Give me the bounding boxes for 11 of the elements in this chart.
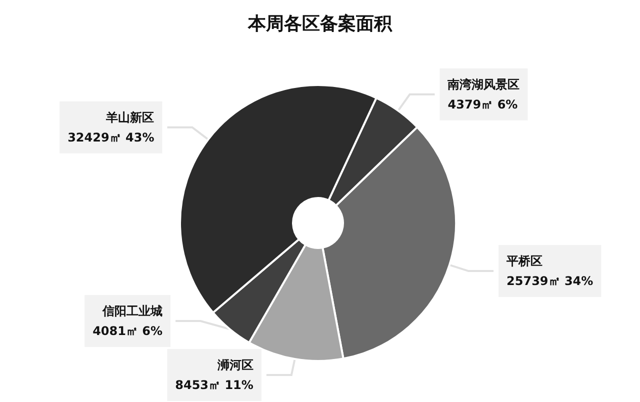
slice-label: 浉河区 bbox=[216, 358, 254, 372]
slice-label: 羊山新区 bbox=[105, 110, 154, 124]
data-label: 4379㎡ 6% bbox=[448, 97, 518, 112]
slice-label: 南湾湖风景区 bbox=[446, 77, 520, 92]
data-label: 4081㎡ 6% bbox=[92, 324, 163, 338]
slice-label: 信阳工业城 bbox=[102, 304, 163, 318]
data-label: 32429㎡ 43% bbox=[68, 130, 154, 144]
slice-label: 平桥区 bbox=[506, 254, 543, 268]
chart-title: 本周各区备案面积 bbox=[247, 14, 393, 34]
data-label: 25739㎡ 34% bbox=[506, 274, 594, 288]
data-label: 8453㎡ 11% bbox=[175, 378, 254, 392]
